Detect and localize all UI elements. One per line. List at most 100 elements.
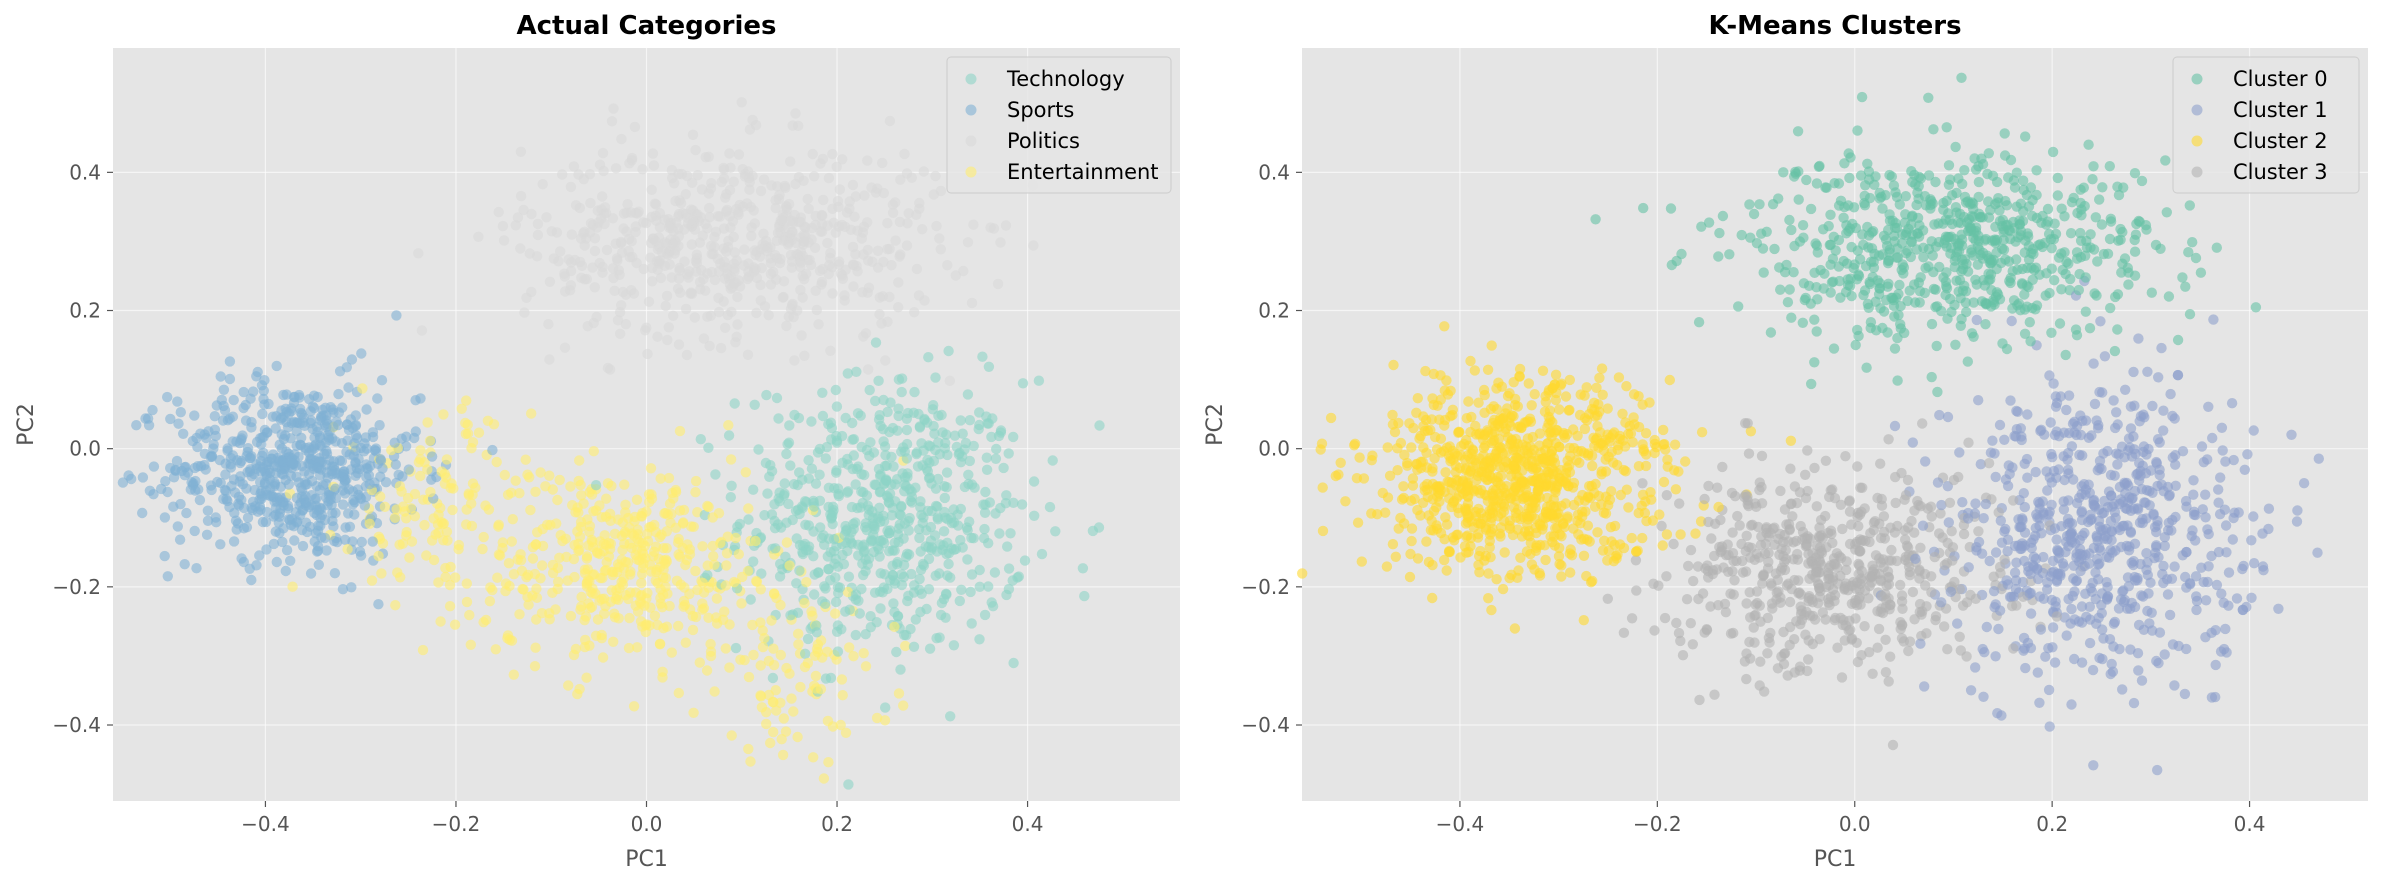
data-point [900,481,912,492]
data-point [444,601,456,612]
data-point [831,465,842,476]
data-point [588,446,599,457]
data-point [781,320,792,332]
data-point [670,486,682,498]
data-point [2006,315,2017,327]
data-point [687,129,699,140]
data-point [1340,496,1351,507]
data-point [1788,267,1799,278]
data-point [1880,667,1892,678]
data-point [842,368,853,379]
data-point [519,307,530,318]
data-point [686,288,698,299]
data-point [700,152,711,163]
data-point [578,498,589,509]
data-point [582,321,593,332]
data-point [2121,503,2133,515]
data-point [1784,284,1795,295]
data-point [608,636,619,647]
data-point [287,581,298,592]
data-point [793,639,804,650]
data-point [2117,586,2128,597]
data-point [175,407,186,418]
data-point [342,435,353,446]
data-point [321,422,332,433]
data-point [2076,657,2088,668]
data-point [574,683,585,695]
data-point [968,440,979,452]
data-point [832,620,844,631]
data-point [584,640,595,651]
data-point [359,500,370,511]
data-point [499,469,510,481]
data-point [2181,501,2192,512]
data-point [817,410,829,422]
data-point [508,569,520,580]
data-point [1798,278,1810,289]
data-point [333,388,344,400]
data-point [789,409,800,421]
data-point [2018,645,2029,656]
data-point [828,546,840,557]
data-point [1423,510,1434,521]
data-point [909,307,920,318]
data-point [297,540,309,552]
data-point [1606,486,1617,497]
data-point [2019,328,2031,339]
data-point [323,489,335,501]
data-point [673,549,684,560]
data-point [666,164,678,176]
data-point [1441,375,1452,386]
data-point [1889,236,1900,247]
data-point [686,239,697,250]
data-point [860,328,872,339]
data-point [1873,289,1885,300]
data-point [864,384,875,396]
data-point [1803,654,1814,665]
data-point [965,586,976,598]
data-point [770,543,781,554]
data-point [1958,528,1970,540]
data-point [713,306,725,318]
data-point [1906,515,1917,527]
data-point [618,223,629,234]
data-point [661,290,673,302]
data-point [1925,501,1937,512]
data-point [1743,448,1755,459]
data-point [328,456,340,467]
data-point [576,490,587,501]
data-point [730,532,741,544]
data-point [465,639,476,650]
data-point [1954,447,1965,458]
data-point [520,454,531,465]
data-point [364,518,375,529]
data-point [1575,389,1586,400]
data-point [1463,440,1474,451]
data-point [1809,314,1820,325]
data-point [2180,281,2191,292]
data-point [2089,288,2100,299]
data-point [1050,526,1061,537]
data-point [1973,176,1985,188]
data-point [1844,172,1855,184]
data-point [743,743,754,755]
data-point [655,592,666,604]
data-point [852,266,863,277]
data-point [1765,327,1777,338]
data-point [460,417,471,429]
data-point [623,642,635,654]
data-point [1990,471,2001,483]
data-point [790,505,802,516]
data-point [1983,196,1994,207]
data-point [951,441,962,453]
data-point [756,262,767,274]
data-point [172,396,183,407]
data-point [1981,621,1993,633]
data-point [1902,295,1913,307]
data-point [732,521,743,532]
data-point [1430,431,1441,443]
data-point [467,489,478,500]
data-point [2211,579,2223,591]
data-point [803,203,814,214]
data-point [893,374,905,385]
